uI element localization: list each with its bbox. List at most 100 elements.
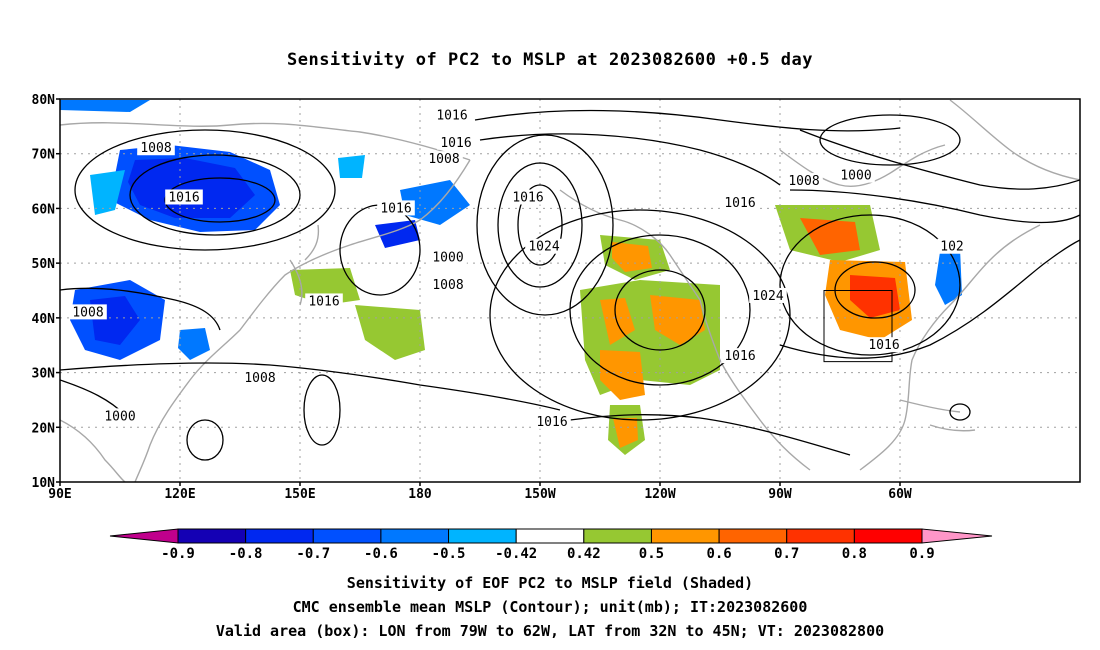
shade-negative-arctic (60, 100, 150, 112)
shade-negative-okhotsk (400, 180, 470, 225)
contour-subtropic-1016 (569, 414, 851, 456)
colorbar-segment (583, 528, 652, 544)
lon-tick-label: 150W (524, 487, 555, 502)
contour-label: 1016 (724, 349, 755, 364)
contour-label: 1016 (436, 108, 467, 123)
lon-tick-label: 90W (768, 487, 792, 502)
contour-label: 1024 (528, 240, 559, 255)
map-grid (60, 99, 1080, 482)
contour-label: 1016 (308, 294, 339, 309)
contour-label-bg (425, 151, 463, 167)
contour-label-bg (749, 287, 787, 303)
contour-label: 1000 (840, 169, 871, 184)
latitude-labels: 80N 70N 60N 50N 40N 30N 20N 10N (32, 93, 60, 491)
contour-label: 1016 (512, 190, 543, 205)
contour-label-bg (721, 348, 759, 364)
contour-siberia-high-mid (129, 154, 301, 236)
contour-south-china-low (186, 419, 224, 461)
contour-label-bg (433, 107, 471, 123)
contour-label-bg (241, 370, 279, 386)
coast-siberia-arctic (60, 122, 471, 161)
contour-label-bg (377, 200, 415, 216)
colorbar-low-arrow (109, 528, 179, 544)
colorbar-segment (312, 528, 382, 544)
contour-pacific-high-mid (569, 234, 751, 386)
coast-india (60, 419, 126, 482)
contour-label-bg (69, 304, 107, 320)
contour-label-bg (525, 238, 563, 254)
lat-tick-label: 40N (32, 312, 56, 327)
contour-label-bg (865, 337, 903, 353)
colorbar-label: 0.8 (842, 546, 867, 562)
shade-negative-china (178, 328, 210, 360)
contour-north-america-high-outer (779, 214, 961, 356)
shade-positive-canada-core (800, 218, 860, 255)
contour-labels: 1016101610081008101610161016102410001008… (69, 107, 967, 430)
shade-positive-gulf-core2 (650, 295, 705, 345)
shade-negative-russia (338, 155, 365, 178)
colorbar-label: 0.6 (706, 546, 731, 562)
contour-label: 1016 (380, 201, 411, 216)
contour-label-bg (721, 194, 759, 210)
coast-greenland (949, 99, 1080, 181)
shade-negative-kamchatka (375, 220, 420, 248)
colorbar-high-arrow (921, 528, 993, 544)
lat-tick-label: 60N (32, 202, 56, 217)
contour-label-bg (137, 140, 175, 156)
contour-label-bg (785, 173, 823, 189)
contour-label: 1016 (440, 136, 471, 151)
contour-western-pacific-high (339, 204, 421, 296)
contour-label: 1016 (724, 196, 755, 211)
contour-label: 1008 (428, 152, 459, 167)
colorbar-segment (853, 528, 923, 544)
contour-label-bg (429, 249, 467, 265)
shade-positive-alaska-core (612, 242, 652, 272)
colorbar-label: -0.6 (364, 546, 398, 562)
lon-tick-label: 90E (48, 487, 71, 502)
contour-asia-1008 (60, 362, 561, 411)
contour-label: 1016 (868, 338, 899, 353)
valid-area-box (823, 290, 893, 363)
shade-positive-great-lakes-core (850, 275, 900, 318)
contour-label: 1008 (244, 371, 275, 386)
shade-negative-siberia-edge (90, 170, 125, 215)
contour-label: 102 (940, 240, 963, 255)
sensitivity-shading (60, 100, 962, 455)
contour-siberia-high-inner (164, 177, 276, 223)
contour-label-bg (429, 277, 467, 293)
colorbar-label: -0.42 (495, 546, 537, 562)
lon-tick-label: 60W (888, 487, 912, 502)
contour-label: 1024 (752, 289, 783, 304)
colorbar-segment (448, 528, 517, 544)
contour-label: 1008 (140, 141, 171, 156)
colorbar-segment (245, 528, 314, 544)
contour-label-bg (937, 238, 967, 254)
lon-tick-label: 180 (408, 487, 432, 502)
plot-frame (59, 98, 1081, 483)
lon-tick-label: 120W (644, 487, 675, 502)
contour-atlantic-1016 (779, 239, 1080, 359)
contour-siberia-high-outer (74, 129, 336, 251)
contour-label-bg (165, 189, 203, 205)
contour-label: 1016 (536, 415, 567, 430)
contour-label-bg (837, 167, 875, 183)
footer-line-3: Valid area (box): LON from 79W to 62W, L… (215, 622, 885, 640)
colorbar-segment (380, 528, 450, 544)
colorbar-label: -0.7 (296, 546, 330, 562)
contour-label-bg (437, 134, 475, 150)
contour-label-bg (509, 189, 547, 205)
shade-positive-subtropic-core (613, 418, 638, 448)
contour-arctic-1000 (799, 129, 1080, 190)
lat-tick-label: 30N (32, 367, 56, 382)
colorbar-segment (177, 528, 247, 544)
contour-label: 1000 (432, 251, 463, 266)
contour-label-bg (305, 293, 343, 309)
contour-label-bg (533, 413, 571, 429)
lat-tick-label: 70N (32, 148, 56, 163)
lat-tick-label: 20N (32, 421, 56, 436)
footer-line-2: CMC ensemble mean MSLP (Contour); unit(m… (292, 598, 808, 616)
coast-east-asia (134, 159, 471, 482)
colorbar: -0.9 -0.8 -0.7 -0.6 -0.5 -0.42 0.42 0.5 0.6 0.7 0.… (109, 528, 993, 562)
shade-positive-pacific-east (600, 350, 645, 400)
lon-tick-label: 150E (284, 487, 315, 502)
